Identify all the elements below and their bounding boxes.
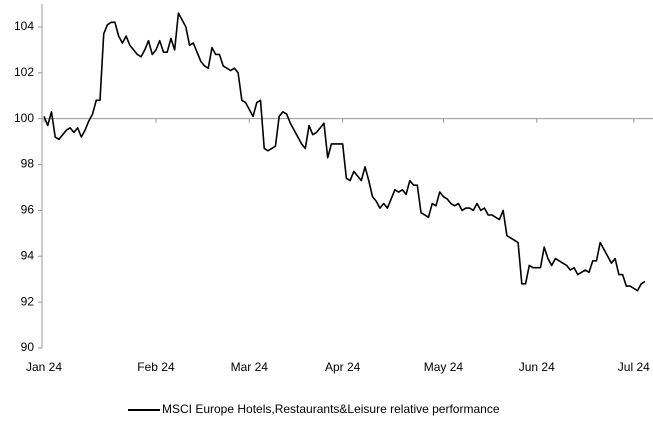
x-tick-label: Jun 24: [519, 360, 555, 374]
x-tick-label: Jul 24: [618, 360, 650, 374]
y-tick-label: 96: [21, 203, 35, 217]
legend-label: MSCI Europe Hotels,Restaurants&Leisure r…: [162, 402, 500, 416]
y-tick-label: 98: [21, 157, 35, 171]
y-tick-label: 94: [21, 248, 35, 262]
series-line: [43, 12, 646, 292]
y-tick-label: 90: [21, 340, 35, 354]
y-tick-label: 104: [14, 19, 34, 33]
x-tick-label: Mar 24: [231, 360, 269, 374]
x-tick-label: Feb 24: [137, 360, 175, 374]
y-tick-label: 102: [14, 65, 34, 79]
x-tick-label: Jan 24: [26, 360, 62, 374]
y-tick-label: 100: [14, 111, 34, 125]
x-tick-label: May 24: [424, 360, 464, 374]
y-tick-label: 92: [21, 294, 35, 308]
x-tick-label: Apr 24: [325, 360, 361, 374]
